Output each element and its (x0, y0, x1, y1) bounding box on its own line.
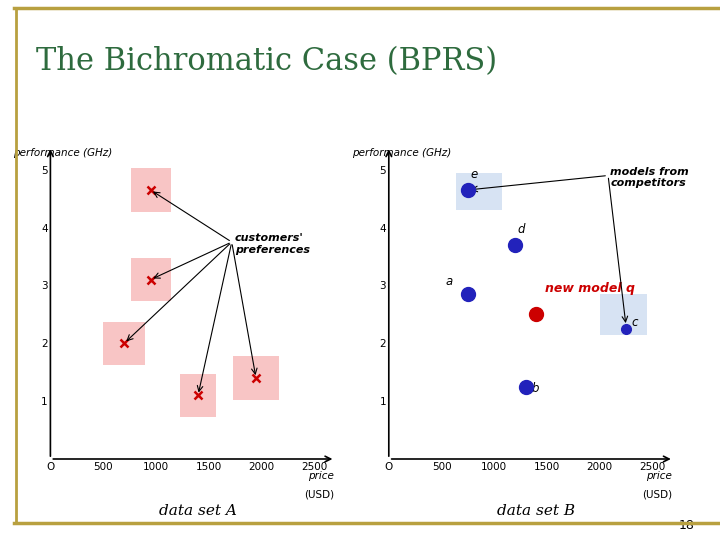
Text: c: c (631, 316, 638, 329)
Text: data set A: data set A (159, 504, 237, 518)
Text: a: a (446, 275, 453, 288)
Text: new model q: new model q (545, 282, 635, 295)
Text: e: e (470, 168, 477, 181)
Bar (180, 374, 216, 417)
Bar (233, 356, 279, 400)
Text: customers'
preferences: customers' preferences (235, 233, 310, 255)
Text: d: d (518, 223, 525, 237)
Text: (USD): (USD) (642, 489, 672, 500)
Text: models from
competitors: models from competitors (611, 167, 689, 188)
Text: 18: 18 (679, 519, 695, 532)
Text: performance (GHz): performance (GHz) (14, 148, 113, 158)
Text: price: price (308, 471, 334, 481)
Text: (USD): (USD) (304, 489, 334, 500)
Bar (456, 173, 502, 210)
Bar (130, 258, 171, 301)
Text: price: price (647, 471, 672, 481)
Bar (600, 294, 647, 335)
Bar (130, 168, 171, 212)
Text: b: b (531, 382, 539, 395)
Text: The Bichromatic Case (BPRS): The Bichromatic Case (BPRS) (36, 46, 497, 77)
Text: data set B: data set B (498, 504, 575, 518)
Text: performance (GHz): performance (GHz) (352, 148, 451, 158)
Bar (103, 322, 145, 365)
